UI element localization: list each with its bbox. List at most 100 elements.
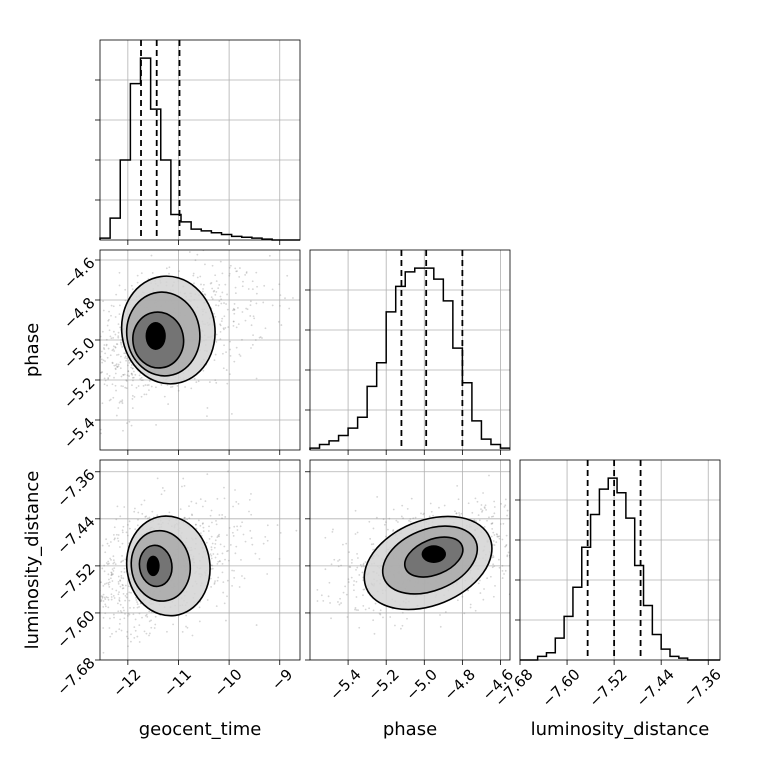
scatter-point xyxy=(115,414,118,417)
scatter-point xyxy=(203,293,206,295)
scatter-point xyxy=(227,470,230,473)
scatter-point xyxy=(131,376,134,379)
scatter-point xyxy=(351,558,353,561)
scatter-point xyxy=(353,589,355,592)
scatter-point xyxy=(105,582,108,585)
scatter-point xyxy=(201,523,204,525)
marginal-panel-phase xyxy=(305,249,511,451)
scatter-point xyxy=(102,593,105,596)
scatter-point xyxy=(332,528,334,531)
scatter-point xyxy=(114,346,117,348)
scatter-point xyxy=(409,520,412,523)
scatter-point xyxy=(215,304,217,307)
scatter-point xyxy=(112,533,115,536)
scatter-point xyxy=(535,563,537,565)
scatter-point xyxy=(562,522,564,524)
scatter-point xyxy=(101,567,104,570)
scatter-point xyxy=(210,548,213,551)
scatter-point xyxy=(115,589,118,592)
scatter-point xyxy=(493,512,496,515)
scatter-point xyxy=(236,270,238,273)
scatter-point xyxy=(110,573,113,576)
scatter-point xyxy=(191,634,194,637)
scatter-point xyxy=(493,506,496,508)
scatter-point xyxy=(506,555,509,558)
scatter-point xyxy=(14,377,16,379)
scatter-point xyxy=(218,535,220,538)
scatter-point xyxy=(124,357,126,359)
scatter-point xyxy=(111,349,114,352)
scatter-point xyxy=(108,399,111,402)
scatter-point xyxy=(501,538,504,541)
scatter-point xyxy=(131,367,134,370)
scatter-point xyxy=(429,502,432,505)
scatter-point xyxy=(155,424,157,426)
scatter-point xyxy=(188,505,190,508)
scatter-point xyxy=(204,294,207,296)
scatter-point xyxy=(132,606,135,609)
scatter-point xyxy=(227,326,230,328)
scatter-point xyxy=(108,585,111,588)
scatter-point xyxy=(233,576,236,579)
scatter-point xyxy=(121,346,124,348)
scatter-point xyxy=(286,274,289,277)
scatter-point xyxy=(401,611,404,614)
scatter-point xyxy=(197,519,200,522)
scatter-point xyxy=(344,585,347,588)
scatter-point xyxy=(439,625,442,628)
scatter-point xyxy=(497,558,500,561)
scatter-point xyxy=(197,380,200,383)
scatter-point xyxy=(498,535,501,538)
scatter-point xyxy=(185,625,187,628)
scatter-point xyxy=(94,369,96,371)
scatter-point xyxy=(539,464,541,466)
scatter-point xyxy=(545,546,547,548)
scatter-point xyxy=(356,531,359,534)
scatter-point xyxy=(122,587,125,590)
scatter-point xyxy=(130,284,133,287)
scatter-point xyxy=(144,384,147,386)
scatter-point xyxy=(331,530,334,533)
scatter-point xyxy=(256,285,258,288)
scatter-point xyxy=(150,385,153,388)
scatter-point xyxy=(136,601,138,603)
scatter-point xyxy=(128,613,131,616)
scatter-point xyxy=(295,564,297,566)
scatter-point xyxy=(232,307,235,310)
scatter-point xyxy=(354,533,357,535)
x-axis-label-phase: phase xyxy=(383,719,437,740)
scatter-point xyxy=(107,596,109,599)
scatter-point xyxy=(307,591,309,593)
scatter-point xyxy=(137,511,140,514)
scatter-point xyxy=(525,571,527,573)
scatter-point xyxy=(356,552,358,555)
scatter-point xyxy=(90,557,92,559)
scatter-point xyxy=(548,566,550,568)
scatter-point xyxy=(194,523,197,526)
scatter-point xyxy=(116,343,119,346)
scatter-point xyxy=(253,317,256,320)
scatter-point xyxy=(488,474,490,477)
scatter-point xyxy=(221,291,224,294)
scatter-point xyxy=(506,509,509,512)
scatter-point xyxy=(116,366,119,368)
scatter-point xyxy=(553,556,555,558)
scatter-point xyxy=(123,609,125,612)
scatter-point xyxy=(141,379,144,382)
scatter-point xyxy=(136,281,139,284)
scatter-point xyxy=(215,290,218,293)
scatter-point xyxy=(115,343,118,345)
scatter-point xyxy=(438,506,440,509)
scatter-point xyxy=(215,519,217,522)
scatter-point xyxy=(96,590,98,592)
scatter-point xyxy=(193,282,195,285)
scatter-point xyxy=(400,515,403,518)
scatter-point xyxy=(220,298,223,301)
scatter-point xyxy=(376,496,379,498)
scatter-point xyxy=(242,280,244,283)
scatter-point xyxy=(121,402,124,405)
scatter-point xyxy=(432,514,434,517)
x-tick-label: −7.52 xyxy=(586,665,631,710)
scatter-point xyxy=(461,595,464,598)
scatter-point xyxy=(199,532,202,535)
